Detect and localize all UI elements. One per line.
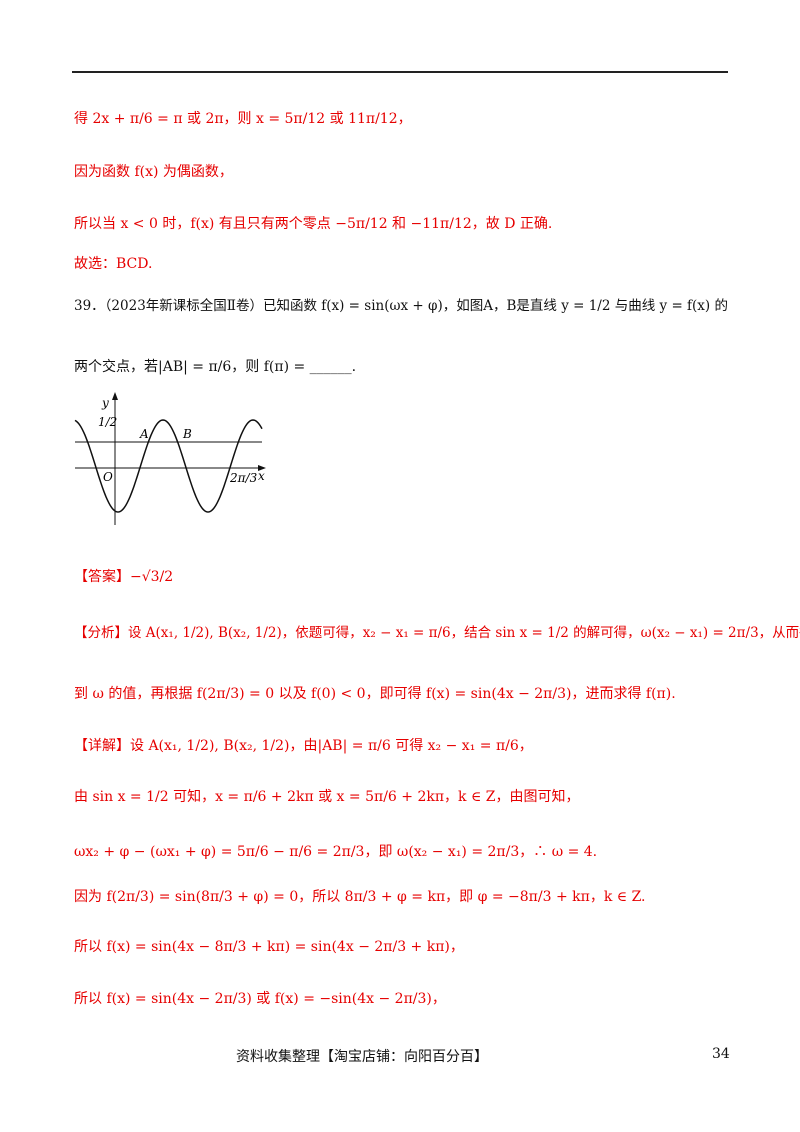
point-label: A (139, 427, 149, 441)
arrow (258, 465, 266, 471)
header-rule (72, 71, 728, 73)
question-line: 两个交点，若|AB| = π/6，则 f(π) = ______. (74, 359, 357, 375)
axis-label: y (101, 396, 109, 410)
sine-curve (74, 419, 263, 513)
text-line: 因为函数 f(x) 为偶函数， (74, 164, 233, 180)
tick-label: 2π/3 (229, 471, 258, 485)
solution-line: 由 sin x = 1/2 可知，x = π/6 + 2kπ 或 x = 5π/… (74, 789, 580, 805)
solution-line: 到 ω 的值，再根据 f(2π/3) = 0 以及 f(0) < 0，即可得 f… (74, 686, 676, 702)
text-line: 所以当 x < 0 时，f(x) 有且只有两个零点 −5π/12 和 −11π/… (74, 216, 553, 232)
question-line: 39．（2023年新课标全国Ⅱ卷）已知函数 f(x) = sin(ωx + φ)… (74, 298, 728, 314)
arrow (112, 392, 118, 400)
page-number: 34 (712, 1046, 730, 1062)
solution-line: 【分析】设 A(x₁, 1/2), B(x₂, 1/2)，依题可得，x₂ − x… (74, 625, 800, 641)
point-label: B (182, 427, 192, 441)
tick-label: 1/2 (98, 415, 117, 429)
origin-label: O (103, 470, 113, 484)
solution-line: ωx₂ + φ − (ωx₁ + φ) = 5π/6 − π/6 = 2π/3，… (74, 844, 598, 860)
footer-source: 资料收集整理【淘宝店铺：向阳百分百】 (236, 1049, 488, 1065)
graph-figure: y 1/2 A B O 2π/3 x (74, 392, 266, 525)
text-line: 得 2x + π/6 = π 或 2π，则 x = 5π/12 或 11π/12… (74, 111, 412, 127)
text-line: 故选：BCD. (74, 256, 153, 272)
solution-line: 因为 f(2π/3) = sin(8π/3 + φ) = 0，所以 8π/3 +… (74, 889, 646, 905)
solution-line: 所以 f(x) = sin(4x − 2π/3) 或 f(x) = −sin(4… (74, 991, 446, 1007)
solution-line: 所以 f(x) = sin(4x − 8π/3 + kπ) = sin(4x −… (74, 939, 464, 955)
answer-line: 【答案】−√3/2 (74, 569, 174, 585)
solution-line: 【详解】设 A(x₁, 1/2), B(x₂, 1/2)，由|AB| = π/6… (74, 738, 533, 754)
axis-label: x (258, 469, 265, 483)
